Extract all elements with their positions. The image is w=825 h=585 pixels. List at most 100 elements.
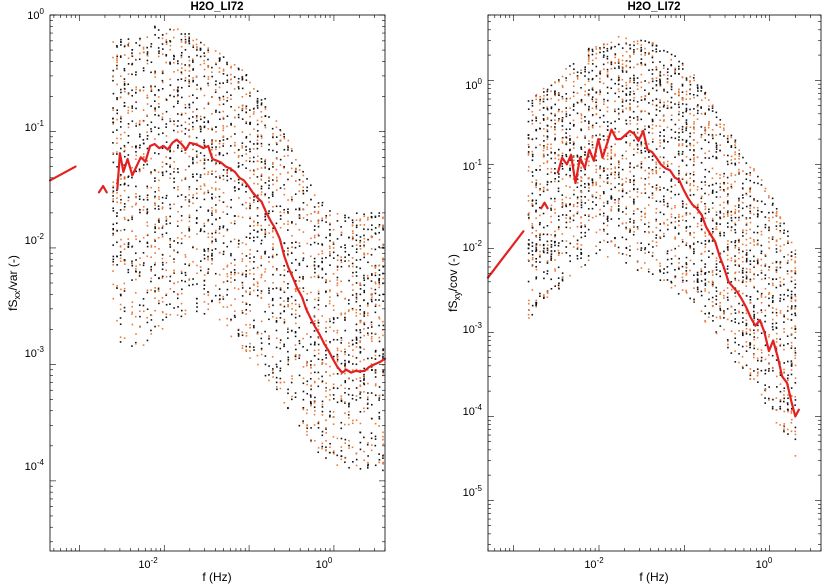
right-scatter-point (708, 105, 710, 108)
left-scatter-point (359, 267, 361, 270)
left-scatter-point (180, 315, 183, 318)
left-scatter-point (181, 51, 183, 54)
right-scatter-point (558, 226, 560, 228)
left-scatter-point (234, 298, 236, 300)
left-scatter-point (359, 346, 361, 348)
left-scatter-point (184, 274, 187, 277)
right-scatter-point (569, 97, 572, 100)
left-scatter-point (317, 371, 320, 374)
right-scatter-point (655, 104, 658, 107)
left-scatter-point (207, 66, 210, 69)
left-scatter-point (317, 242, 320, 245)
right-scatter-point (531, 122, 534, 125)
right-scatter-point (602, 82, 605, 85)
left-scatter-point (165, 313, 168, 316)
left-scatter-point (112, 41, 114, 43)
left-scatter-point (279, 158, 282, 161)
right-scatter-point (625, 87, 628, 90)
left-scatter-point (271, 369, 274, 372)
left-scatter-point (226, 115, 229, 118)
left-scatter-point (344, 353, 346, 356)
left-scatter-point (184, 112, 187, 115)
left-scatter-point (203, 159, 206, 161)
left-scatter-point (271, 229, 274, 232)
left-scatter-point (188, 75, 190, 77)
left-scatter-point (195, 120, 198, 122)
left-scatter-point (146, 316, 148, 319)
right-scatter-point (614, 198, 616, 201)
left-scatter-point (245, 159, 248, 162)
right-scatter-point (599, 73, 602, 75)
left-scatter-point (249, 357, 251, 359)
left-scatter-point (260, 187, 263, 190)
left-scatter-point (287, 282, 289, 285)
right-scatter-point (666, 104, 669, 107)
left-scatter-point (180, 194, 183, 196)
left-scatter-point (378, 386, 381, 388)
left-scatter-point (222, 154, 225, 157)
right-scatter-point (554, 128, 556, 131)
right-scatter-point (633, 219, 635, 222)
left-scatter-point (310, 255, 312, 258)
right-scatter-point (704, 202, 706, 205)
right-scatter-point (704, 176, 706, 178)
left-scatter-point (268, 167, 270, 170)
left-scatter-point (374, 422, 377, 425)
right-scatter-point (531, 264, 534, 267)
right-scatter-point (550, 106, 553, 108)
right-scatter-point (663, 279, 665, 281)
left-scatter-point (249, 350, 251, 352)
left-scatter-point (359, 258, 362, 261)
left-scatter-point (268, 318, 270, 321)
left-scatter-point (241, 334, 244, 337)
left-scatter-point (298, 374, 301, 377)
left-scatter-point (378, 215, 380, 217)
right-scatter-point (629, 122, 632, 125)
left-scatter-point (138, 170, 141, 173)
left-scatter-point (256, 207, 259, 210)
left-scatter-point (207, 121, 210, 124)
left-scatter-point (298, 190, 301, 193)
right-scatter-point (629, 119, 632, 122)
left-scatter-point (226, 61, 228, 64)
left-scatter-point (184, 309, 187, 312)
right-scatter-point (580, 225, 583, 228)
left-scatter-point (211, 300, 213, 303)
left-scatter-point (374, 281, 377, 284)
right-scatter-point (591, 50, 594, 53)
left-scatter-point (245, 350, 248, 353)
left-scatter-point (374, 444, 377, 447)
right-scatter-point (546, 108, 549, 111)
left-scatter-point (233, 279, 236, 281)
right-scatter-point (610, 148, 613, 151)
right-scatter-point (584, 135, 587, 137)
left-scatter-point (199, 49, 202, 51)
right-scatter-point (621, 66, 624, 68)
left-scatter-point (306, 424, 309, 426)
left-scatter-point (112, 152, 115, 154)
left-scatter-point (241, 258, 244, 260)
right-scatter-point (606, 215, 609, 218)
left-scatter-point (306, 430, 308, 433)
right-scatter-point (565, 79, 568, 82)
right-scatter-point (666, 100, 669, 103)
right-scatter-point (580, 146, 583, 149)
left-scatter-point (245, 269, 248, 272)
right-scatter-point (591, 48, 594, 51)
left-scatter-point (382, 455, 384, 457)
right-scatter-point (539, 244, 541, 246)
left-scatter-point (302, 398, 305, 401)
left-scatter-point (336, 437, 339, 440)
left-scatter-point (363, 383, 366, 386)
left-scatter-point (241, 77, 244, 80)
left-scatter-point (154, 76, 156, 78)
right-scatter-point (644, 54, 646, 56)
left-scatter-point (177, 171, 179, 174)
left-scatter-point (359, 468, 362, 470)
right-scatter-point (693, 231, 695, 234)
right-scatter-point (636, 151, 639, 154)
left-scatter-point (290, 147, 293, 150)
left-scatter-point (173, 271, 175, 274)
left-scatter-point (363, 410, 366, 413)
left-scatter-point (222, 103, 225, 106)
